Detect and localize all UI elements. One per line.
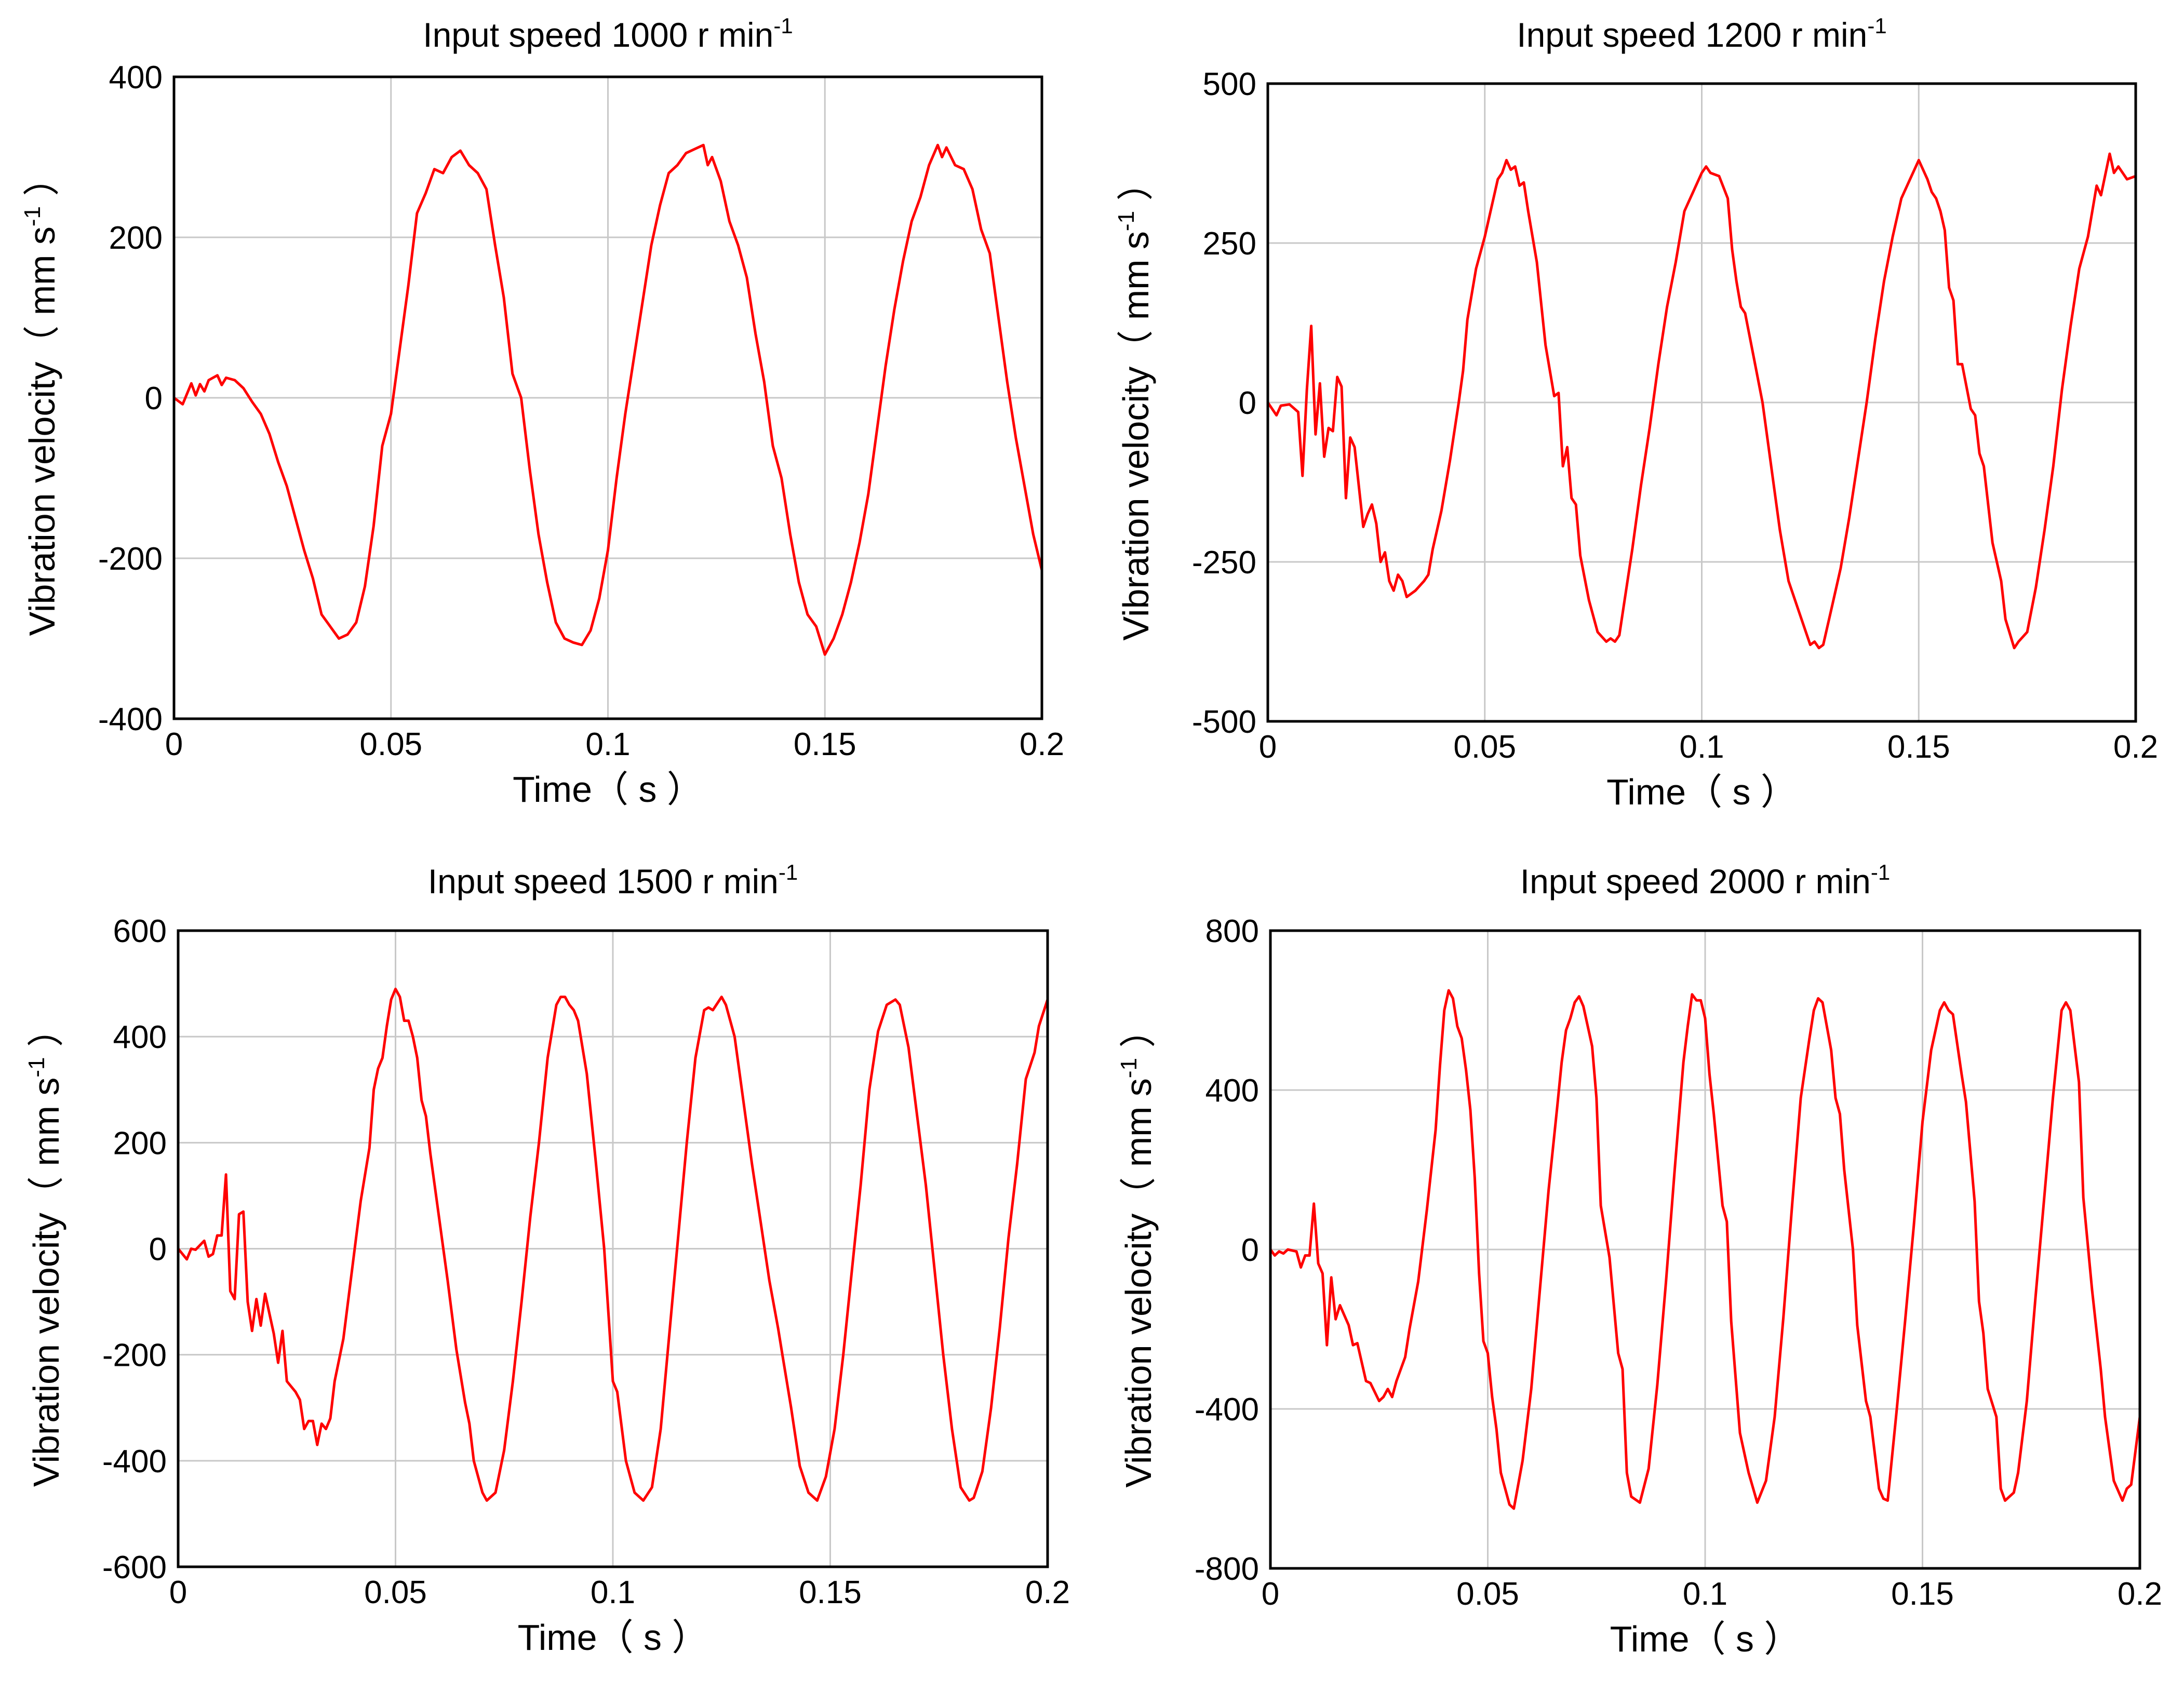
- x-tick-label: 0.05: [359, 727, 422, 762]
- y-tick-label: -250: [1192, 545, 1256, 581]
- chart-title: Input speed 1000 r min-1: [423, 14, 793, 54]
- series-line: [1269, 989, 2141, 1510]
- x-axis-label: Time（ s ）: [1610, 1619, 1801, 1659]
- chart-title: Input speed 1200 r min-1: [1517, 14, 1886, 54]
- y-tick-label: 600: [113, 913, 167, 949]
- x-tick-label: 0.05: [1456, 1576, 1519, 1612]
- y-tick-label: 0: [1239, 385, 1256, 421]
- y-tick-label: 400: [1205, 1073, 1259, 1109]
- panel-1000: 0 0.05 0.1 0.15 0.2 -400 -200 0 200 400 Input spee…: [20, 14, 1064, 810]
- y-tick-label: 0: [145, 381, 163, 416]
- x-tick-label: 0: [1259, 729, 1277, 765]
- y-axis-label: Vibration velocity（ mm s-1 ）: [1114, 165, 1156, 641]
- series-line: [177, 987, 1049, 1502]
- x-axis-label: Time（ s ）: [518, 1617, 708, 1658]
- y-tick-label: -400: [98, 702, 163, 737]
- panel-1200: 0 0.05 0.1 0.15 0.2 -500 -250 0 250 500 Input spee…: [1114, 14, 2158, 812]
- series-line: [173, 143, 1043, 656]
- y-axis-label: Vibration velocity（ mm s-1 ）: [1116, 1012, 1159, 1488]
- plot-frame: [1269, 929, 2141, 1570]
- x-tick-label: 0.2: [1020, 727, 1064, 762]
- x-tick-label: 0.05: [1453, 729, 1516, 765]
- x-tick-label: 0.1: [1679, 729, 1724, 765]
- x-tick-label: 0.1: [1683, 1576, 1727, 1612]
- x-tick-label: 0: [165, 727, 183, 762]
- x-tick-label: 0.2: [1025, 1575, 1070, 1610]
- plot-frame: [172, 75, 1043, 720]
- y-tick-label: 800: [1205, 913, 1259, 949]
- x-tick-label: 0: [1262, 1576, 1279, 1612]
- chart-title: Input speed 2000 r min-1: [1520, 860, 1890, 901]
- plot-frame: [177, 929, 1049, 1568]
- x-tick-label: 0.15: [799, 1575, 862, 1610]
- plot-frame: [1266, 82, 2137, 723]
- panel-1500: 0 0.05 0.1 0.15 0.2 -600 -400 -200 0 200 400 600 Inp…: [24, 860, 1070, 1658]
- y-tick-label: 200: [109, 220, 163, 256]
- y-tick-label: 200: [113, 1125, 167, 1161]
- series-line: [1266, 152, 2136, 650]
- y-tick-label: 400: [113, 1019, 167, 1055]
- y-tick-label: -200: [98, 541, 163, 577]
- x-tick-label: 0.1: [591, 1575, 635, 1610]
- x-tick-label: 0.2: [2118, 1576, 2162, 1612]
- y-tick-label: 400: [109, 60, 163, 96]
- y-tick-label: 0: [149, 1232, 167, 1268]
- x-tick-label: 0.2: [2113, 729, 2158, 765]
- y-tick-label: -400: [1195, 1392, 1259, 1428]
- y-axis-label: Vibration velocity（ mm s-1 ）: [24, 1011, 66, 1487]
- y-tick-label: -600: [102, 1550, 167, 1585]
- y-axis-label: Vibration velocity（ mm s-1 ）: [20, 160, 62, 636]
- chart-title: Input speed 1500 r min-1: [428, 860, 798, 901]
- x-tick-label: 0.15: [1891, 1576, 1954, 1612]
- y-tick-label: -800: [1195, 1551, 1259, 1587]
- y-tick-label: -500: [1192, 704, 1256, 740]
- x-tick-label: 0.15: [794, 727, 856, 762]
- x-tick-label: 0: [169, 1575, 187, 1610]
- x-tick-label: 0.05: [364, 1575, 427, 1610]
- x-axis-label: Time（ s ）: [513, 769, 703, 810]
- y-tick-label: 500: [1203, 66, 1256, 102]
- y-tick-label: -400: [102, 1444, 167, 1480]
- y-tick-label: 0: [1241, 1232, 1259, 1268]
- y-tick-label: 250: [1203, 226, 1256, 262]
- panel-2000: 0 0.05 0.1 0.15 0.2 -800 -400 0 400 800 Input spee…: [1116, 860, 2162, 1659]
- x-tick-label: 0.1: [585, 727, 630, 762]
- x-tick-label: 0.15: [1887, 729, 1950, 765]
- x-axis-label: Time（ s ）: [1606, 772, 1797, 812]
- y-tick-label: -200: [102, 1338, 167, 1374]
